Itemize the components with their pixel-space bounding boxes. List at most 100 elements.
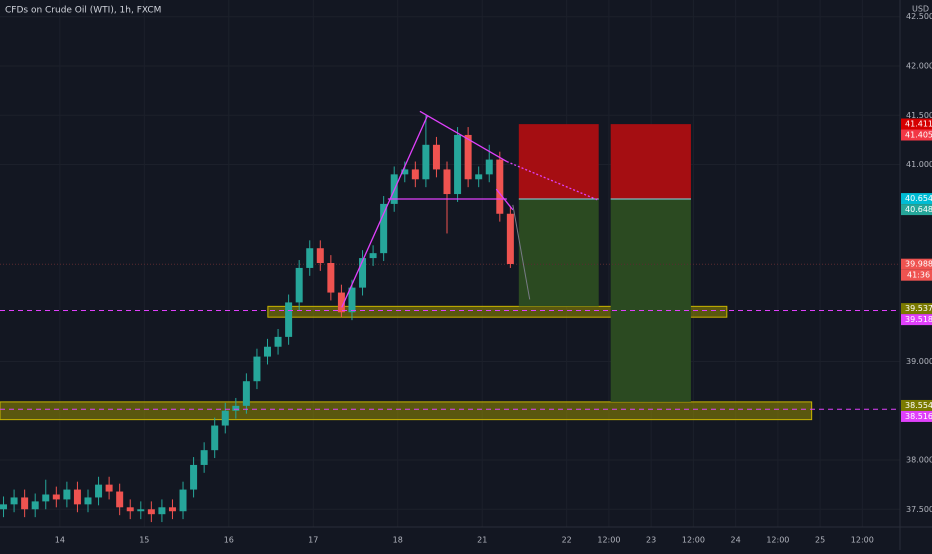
price-label: 38.554 [905,401,932,410]
price-label-bg [901,193,932,205]
x-tick-label: 22 [562,536,572,545]
price-label-bg [901,399,932,411]
candle-body [232,405,240,411]
x-tick-label: 16 [224,536,234,545]
price-label-bg [901,303,932,315]
candle-body [496,159,504,214]
trend-line [341,114,429,308]
candle-body [10,497,18,505]
x-tick-label: 25 [815,536,825,545]
price-label: 38.516 [905,412,932,421]
candle-body [443,169,451,195]
candle-body [179,489,187,512]
price-label: 39.518 [905,315,932,324]
candle-body [126,507,134,512]
price-label: 41.411 [905,120,932,129]
candle-body [63,489,71,500]
x-tick-label: 18 [393,536,403,545]
y-tick-label: 39.000 [906,357,932,366]
target-box [518,198,599,307]
price-label-bg [901,314,932,326]
price-label-bg [901,410,932,422]
candle-body [432,144,440,170]
x-tick-label: 23 [646,536,656,545]
candle-body [211,425,219,451]
y-tick-label: 42.500 [906,12,932,21]
x-tick-label: 17 [308,536,318,545]
candle-body [137,509,145,512]
price-label-bg [901,204,932,216]
candle-body [306,248,314,268]
candle-body [359,258,367,288]
price-label-bg [901,129,932,141]
price-label: 39.988 [905,260,932,269]
stop-box [610,124,691,199]
drawings [0,124,900,421]
candle-body [84,497,92,505]
support-zone [0,401,813,421]
x-tick-label: 14 [55,536,65,545]
x-tick-label: 24 [731,536,741,545]
x-tick-label: 12:00 [682,536,705,545]
trend-line [419,110,508,163]
candle-body [380,203,388,254]
chart-title: CFDs on Crude Oil (WTI), 1h, FXCM [5,6,161,16]
y-tick-label: 42.000 [906,61,932,70]
candle-body [464,134,472,180]
candle-body [21,497,29,510]
candle-body [475,174,483,180]
candle-body [411,169,419,180]
candle-body [158,507,166,515]
price-label-bg [901,118,932,130]
currency: USD [912,5,929,14]
price-label: 41.405 [905,131,932,140]
overlays [0,110,900,410]
candle-body [285,302,293,337]
price-label: 40.654 [905,194,932,203]
x-tick-label: 12:00 [766,536,789,545]
candle-body [327,263,335,293]
candle-body [316,248,324,264]
candle-body [52,494,60,500]
candle-body [0,504,8,510]
candle-body [264,346,272,357]
candle-body [485,159,493,175]
axes: 42.500 42.000 41.500 41.000 39.000 38.000 37.5… [55,12,932,545]
candles [0,115,514,523]
candle-body [454,134,462,195]
y-tick-label: 38.000 [906,456,932,465]
candle-body [253,356,261,382]
candle-body [190,464,198,490]
candle-body [242,381,250,406]
candle-body [369,253,377,259]
candle-body [42,494,50,502]
projection-line [512,204,531,300]
trend-line [506,160,598,201]
trend-line [495,188,514,211]
candle-body [337,292,345,313]
x-tick-label: 12:00 [597,536,620,545]
candle-body [506,213,514,264]
candle-body [95,484,103,498]
candle-body [221,410,229,426]
candle-body [105,484,113,492]
countdown-bg [901,269,932,281]
candle-body [295,267,303,303]
price-label-bg [901,258,932,270]
candle-body [348,287,356,313]
x-tick-label: 12:00 [851,536,874,545]
candle-body [422,144,430,180]
countdown: 41:36 [907,271,930,280]
y-tick-label: 37.500 [906,505,932,514]
candle-body [274,336,282,347]
candle-body [401,169,409,175]
candle-body [31,501,39,510]
y-tick-label: 41.000 [906,160,932,169]
price-label: 40.648 [905,205,932,214]
candle-body [200,450,208,465]
candle-body [147,509,155,515]
target-box [610,198,691,402]
x-tick-label: 15 [139,536,149,545]
